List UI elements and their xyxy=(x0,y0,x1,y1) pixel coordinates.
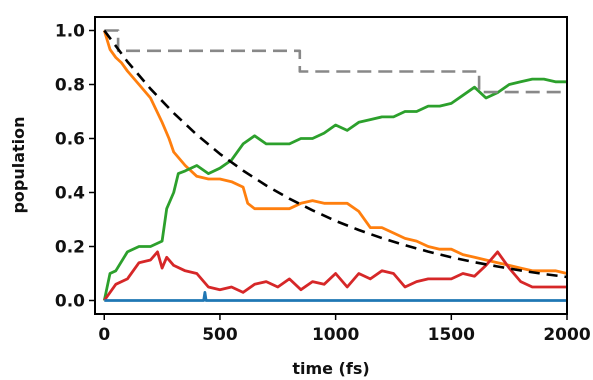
x-tick-label: 1000 xyxy=(312,325,359,345)
x-axis-label: time (fs) xyxy=(292,359,369,378)
series-line-6 xyxy=(103,29,568,279)
series-line-4 xyxy=(104,290,567,302)
ticks-layer: 0 500 1000 1500 2000 0.0 0.2 0.4 0.6 0.8 1.0 xyxy=(55,22,591,346)
x-tick-label: 500 xyxy=(202,325,238,345)
series-line-3 xyxy=(103,250,567,302)
y-tick-label: 0.0 xyxy=(55,292,85,312)
series-line-2 xyxy=(102,77,567,301)
series-layer xyxy=(102,29,568,302)
x-tick-label: 1500 xyxy=(428,325,475,345)
series-line-1 xyxy=(102,30,568,275)
x-tick-label: 2000 xyxy=(543,325,590,345)
plot-frame xyxy=(94,16,568,315)
x-tick-label: 0 xyxy=(98,325,110,345)
y-tick-label: 0.8 xyxy=(55,76,85,96)
y-axis-label: population xyxy=(9,116,28,213)
y-tick-label: 1.0 xyxy=(55,22,85,42)
y-tick-label: 0.6 xyxy=(55,130,85,150)
y-tick-label: 0.4 xyxy=(55,184,85,204)
y-tick-label: 0.2 xyxy=(55,238,85,258)
series-line-5 xyxy=(104,29,567,94)
